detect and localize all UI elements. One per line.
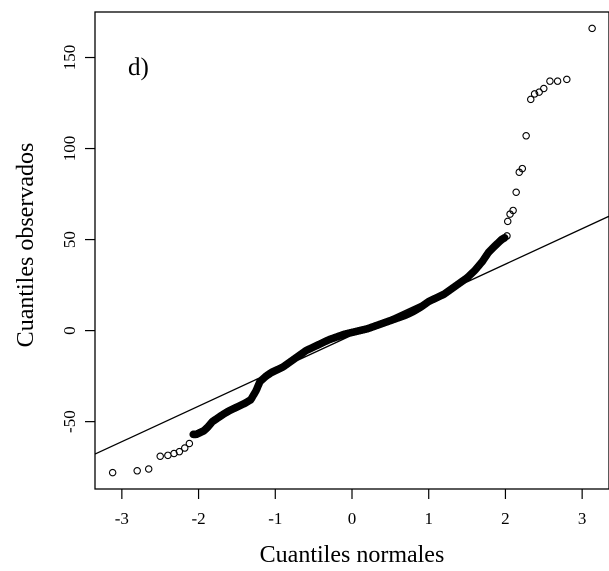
data-point <box>133 467 141 475</box>
data-point <box>535 88 543 96</box>
y-tick-label: -50 <box>60 410 79 433</box>
points-layer <box>108 24 596 477</box>
data-point <box>500 234 509 242</box>
y-tick-label: 150 <box>60 45 79 71</box>
data-point <box>540 84 548 93</box>
y-axis: -50 0 50 100 150 <box>60 45 95 433</box>
x-tick-label: 2 <box>501 509 510 528</box>
x-tick-label: -1 <box>268 509 282 528</box>
data-point <box>518 164 527 173</box>
x-tick-label: 0 <box>348 509 357 528</box>
x-tick-label: 1 <box>424 509 433 528</box>
data-point <box>144 465 153 473</box>
x-axis-title: Cuantiles normales <box>260 542 445 568</box>
data-point <box>563 75 571 84</box>
panel-label: d) <box>128 54 149 81</box>
plot-frame <box>94 11 609 490</box>
x-tick-label: 3 <box>578 509 587 528</box>
data-point <box>185 439 194 448</box>
data-point <box>108 468 117 477</box>
data-point <box>526 95 535 104</box>
data-point <box>164 451 172 460</box>
data-point <box>175 447 184 456</box>
data-point <box>467 269 476 278</box>
y-tick-label: 100 <box>60 136 79 162</box>
x-tick-label: -3 <box>115 509 129 528</box>
data-point <box>553 77 562 85</box>
y-axis-title: Cuantiles observados <box>13 143 39 348</box>
data-point <box>181 444 189 452</box>
data-point <box>588 24 596 33</box>
y-tick-label: 0 <box>60 326 79 335</box>
data-point <box>156 452 164 460</box>
data-point <box>503 217 512 226</box>
y-tick-label: 50 <box>60 231 79 248</box>
data-point <box>509 206 517 215</box>
data-point <box>522 132 530 140</box>
data-point <box>512 188 520 196</box>
data-point <box>530 90 539 98</box>
x-tick-label: -2 <box>191 509 205 528</box>
data-point <box>546 77 554 85</box>
x-axis: -3 -2 -1 0 1 2 3 <box>115 489 587 528</box>
